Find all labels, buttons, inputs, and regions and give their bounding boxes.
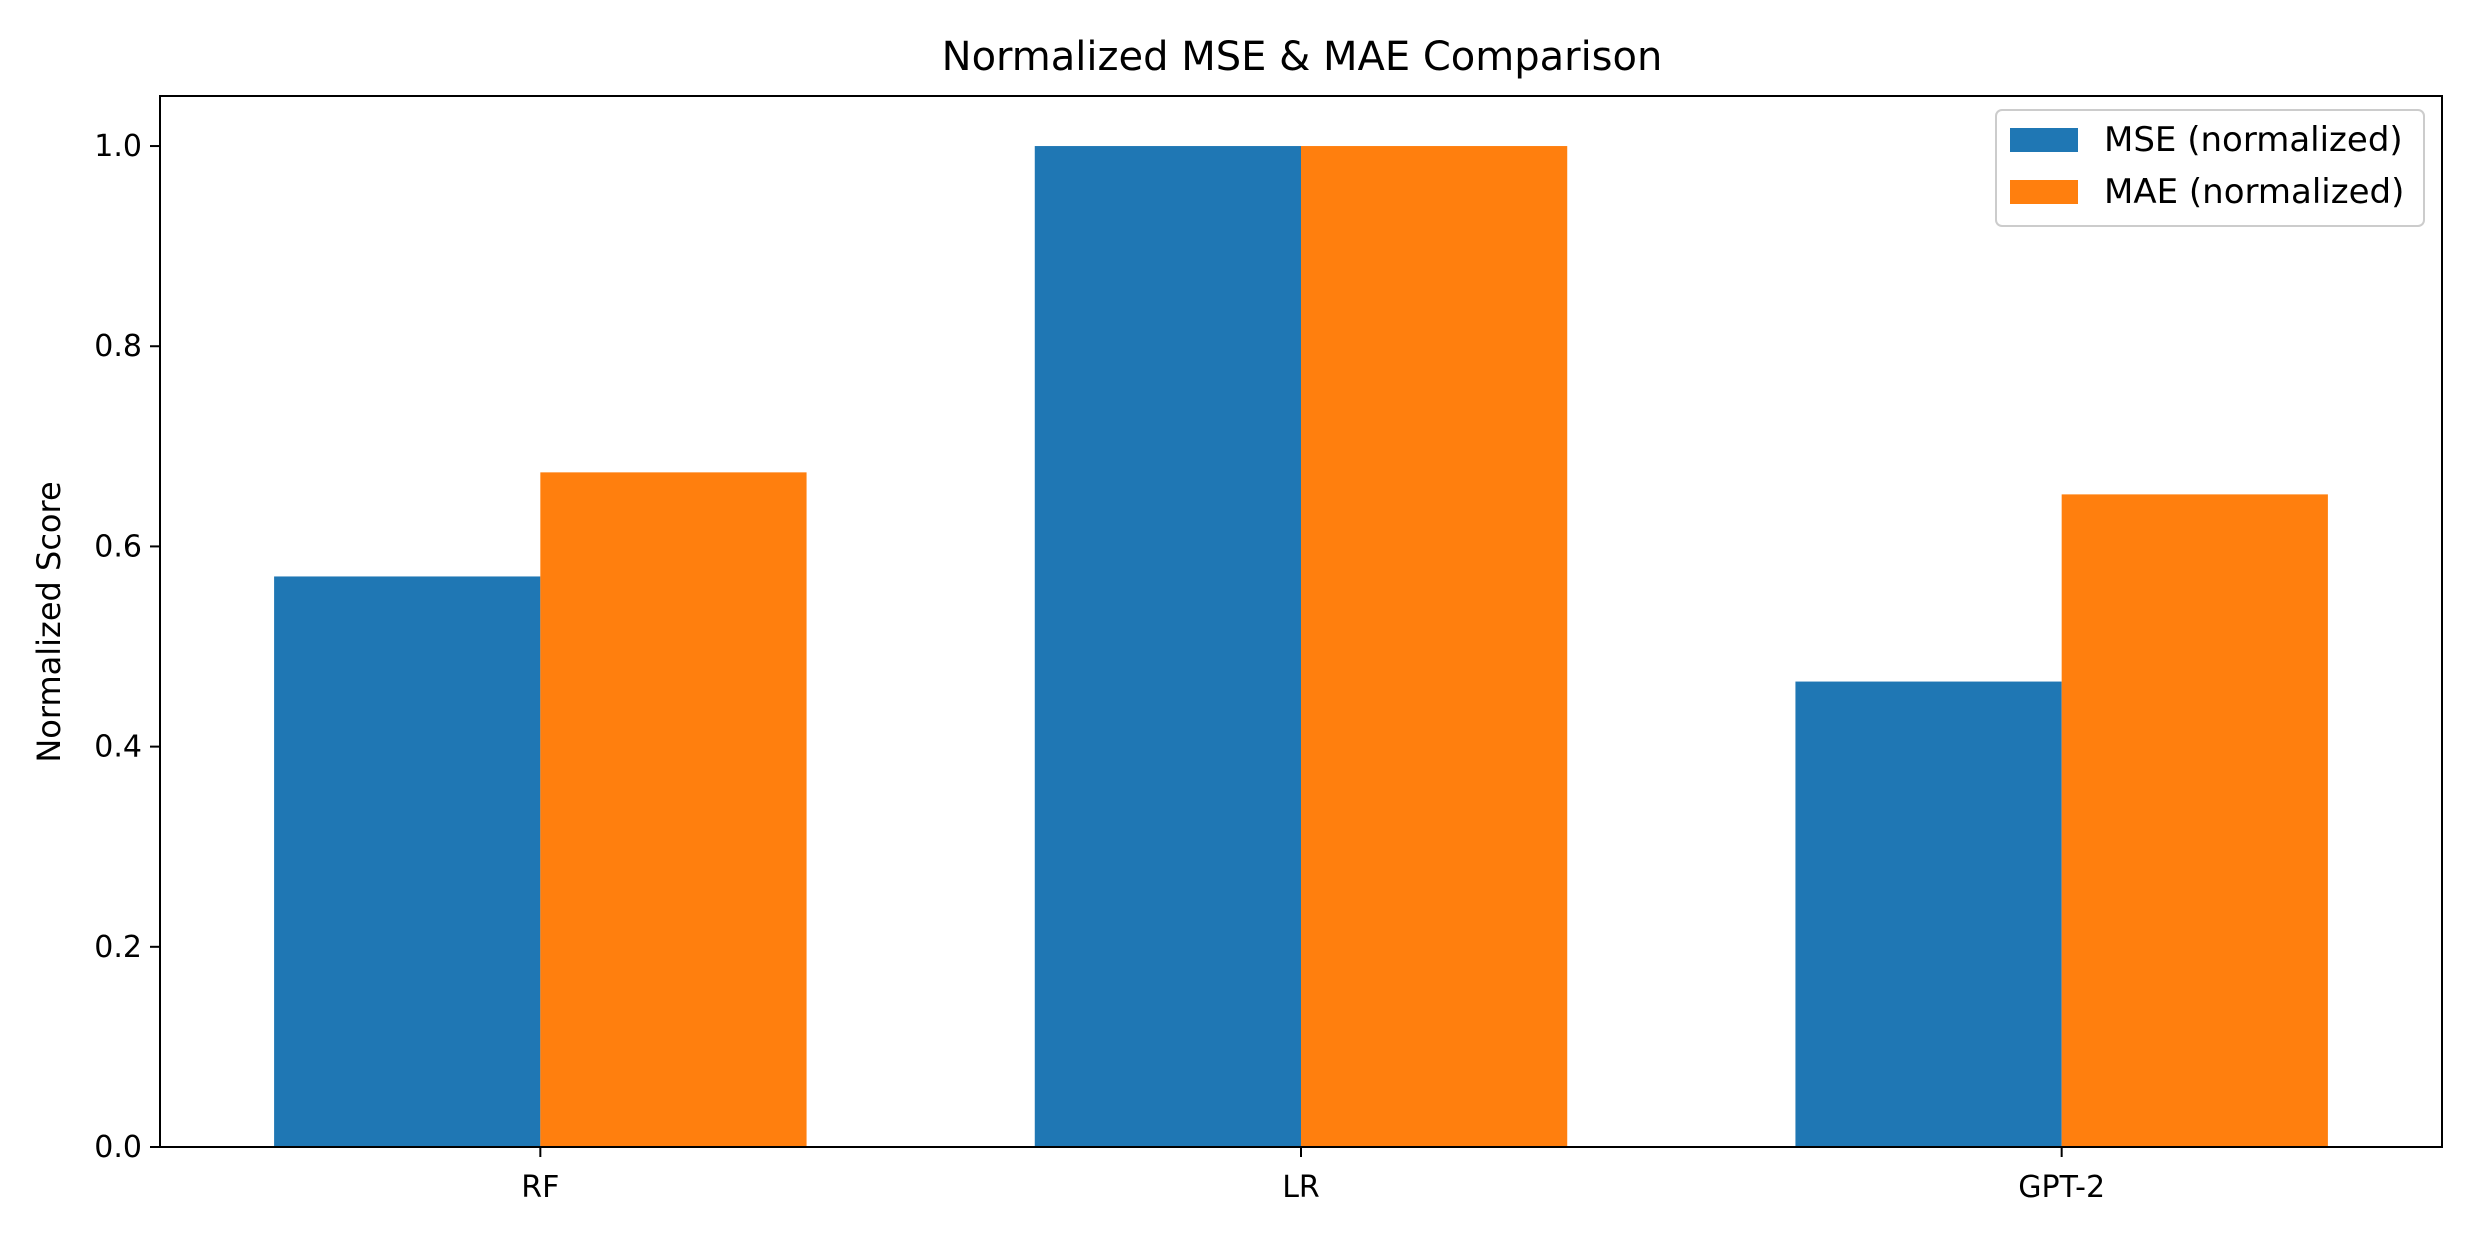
x-tick-label: GPT-2 <box>2018 1170 2105 1205</box>
bar-mae-gpt-2 <box>2061 494 2328 1148</box>
legend-label-mse: MSE (normalized) <box>2104 120 2403 160</box>
y-axis-title: Normalized Score <box>30 481 68 762</box>
legend: MSE (normalized) MAE (normalized) <box>1995 109 2425 227</box>
bar-mae-lr <box>1301 146 1568 1148</box>
y-tick-label: 0.6 <box>94 529 142 564</box>
y-tick-label: 1.0 <box>94 129 142 164</box>
y-tick-label: 0.2 <box>94 930 142 965</box>
legend-label-mae: MAE (normalized) <box>2104 172 2404 212</box>
chart-title: Normalized MSE & MAE Comparison <box>942 34 1663 80</box>
bar-mse-lr <box>1034 146 1301 1148</box>
x-tick-label: RF <box>521 1170 559 1205</box>
y-tick-label: 0.4 <box>94 730 142 765</box>
y-tick-label: 0.8 <box>94 329 142 364</box>
bar-mse-rf <box>274 576 541 1147</box>
bar-mae-rf <box>540 472 807 1147</box>
plot-area: 0.0 0.2 0.4 0.6 0.8 1.0 RF LR GPT-2 <box>94 95 2443 1205</box>
legend-swatch-mae <box>2010 180 2078 204</box>
bar-mse-gpt-2 <box>1795 681 2062 1147</box>
x-tick-label: LR <box>1282 1170 1320 1205</box>
legend-box <box>1995 109 2425 227</box>
legend-swatch-mse <box>2010 128 2078 152</box>
y-tick-label: 0.0 <box>94 1130 142 1165</box>
